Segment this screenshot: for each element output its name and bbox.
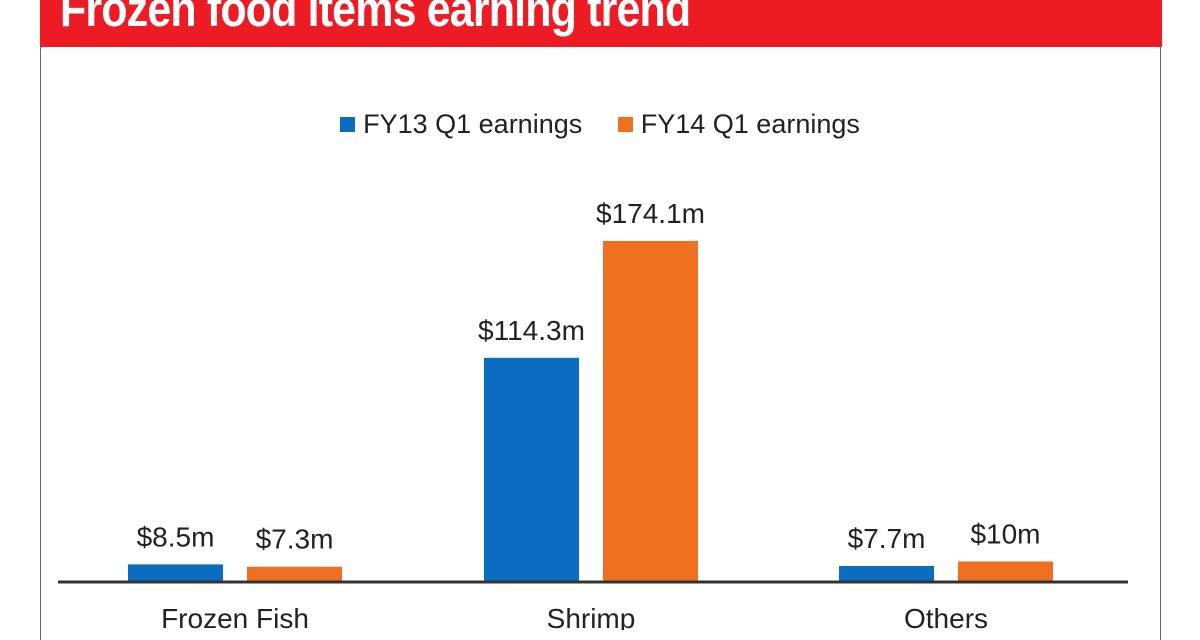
bar-shrimp-fy13: [484, 357, 579, 581]
legend-item-fy13: FY13 Q1 earnings: [340, 109, 582, 140]
bar-others-fy13: [839, 565, 934, 581]
bar-shrimp-fy14: [603, 241, 698, 581]
legend-swatch-fy13: [340, 117, 356, 132]
data-label: $7.3m: [256, 524, 334, 555]
data-label: $114.3m: [478, 315, 585, 346]
legend-label-fy14: FY14 Q1 earnings: [640, 109, 860, 139]
category-label: Frozen Fish: [161, 603, 309, 630]
legend-label-fy13: FY13 Q1 earnings: [363, 109, 583, 139]
legend: FY13 Q1 earnings FY14 Q1 earnings: [0, 108, 1200, 140]
legend-swatch-fy14: [617, 117, 633, 132]
data-label: $8.5m: [137, 521, 215, 552]
category-label: Others: [904, 603, 988, 630]
legend-item-fy14: FY14 Q1 earnings: [617, 109, 860, 140]
data-label: $7.7m: [848, 523, 926, 554]
bar-frozen-fish-fy14: [247, 566, 342, 581]
chart-title: Frozen food items earning trend: [60, 0, 691, 37]
category-label: Shrimp: [547, 603, 636, 630]
data-label: $10m: [970, 518, 1040, 549]
data-label: $174.1m: [596, 198, 705, 229]
bar-others-fy14: [958, 561, 1053, 581]
title-banner: Frozen food items earning trend: [40, 0, 1162, 47]
bar-frozen-fish-fy13: [128, 564, 223, 581]
chart-frame: [40, 0, 1161, 640]
